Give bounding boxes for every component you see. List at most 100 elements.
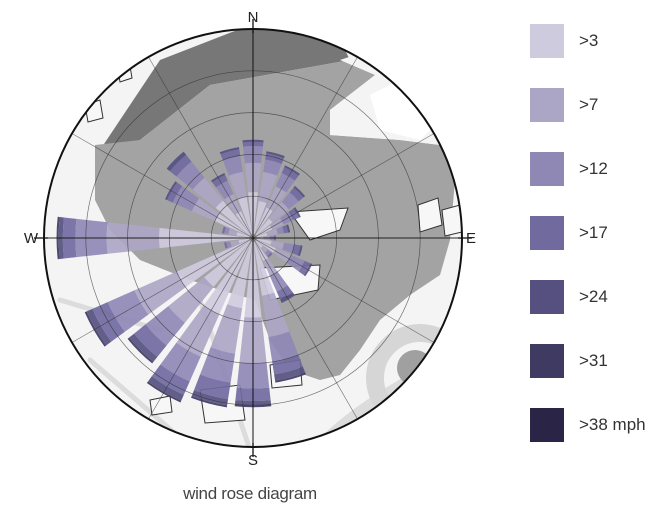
petal-segment — [224, 194, 242, 215]
petal-segment — [172, 186, 200, 212]
petal-segment — [264, 249, 271, 256]
petal-segment — [253, 200, 267, 235]
petal-segment — [266, 186, 287, 212]
petal-segment — [145, 306, 185, 346]
petal-segment — [168, 277, 214, 323]
map-building — [149, 395, 173, 416]
petal-segment — [274, 366, 306, 381]
petal-segment — [275, 172, 295, 193]
legend-swatch — [530, 152, 564, 186]
grid-spoke — [148, 237, 254, 420]
petal-segment — [127, 337, 154, 364]
petal-segment — [270, 240, 284, 250]
petal-segment — [176, 239, 250, 288]
petal-segment — [255, 218, 273, 236]
map-building — [397, 350, 433, 386]
legend-label: >38 mph — [579, 415, 646, 434]
grid-spoke — [252, 237, 358, 420]
legend-swatch — [530, 344, 564, 378]
legend-item: >24 — [530, 280, 653, 314]
petal-segment — [219, 147, 240, 155]
petal-segment — [151, 364, 190, 395]
petal-segment — [129, 333, 158, 362]
map-building — [441, 204, 462, 237]
compass-label-e: E — [466, 230, 476, 247]
petal-segment — [258, 171, 278, 203]
petal-segment — [134, 324, 167, 357]
petal-segment — [276, 226, 284, 235]
petal-segment — [222, 155, 243, 176]
petal-segment — [263, 159, 282, 176]
petal-segment — [286, 254, 305, 272]
grid-spoke — [148, 56, 254, 239]
petal-segment — [215, 180, 234, 200]
grid-spoke — [71, 133, 254, 239]
petal-segment — [237, 196, 253, 235]
petal-segment — [289, 187, 304, 202]
petal-segment — [261, 292, 290, 338]
petal-segment — [194, 374, 231, 400]
legend-item: >3 — [530, 24, 653, 58]
petal-segment — [268, 202, 289, 223]
petal-segment — [256, 232, 268, 238]
petal-segment — [200, 347, 236, 383]
map-clearing — [370, 80, 440, 140]
petal-segment — [166, 151, 187, 172]
petal-segment — [297, 245, 303, 257]
petal-segment — [293, 185, 306, 198]
petal-segment — [236, 231, 250, 238]
legend-item: >17 — [530, 216, 653, 250]
petal-segment — [228, 228, 238, 236]
legend-swatch — [530, 24, 564, 58]
petal-segment — [169, 154, 192, 177]
map-dark-area — [100, 29, 350, 150]
chart-caption: wind rose diagram — [183, 484, 317, 503]
petal-segment — [266, 228, 278, 236]
legend-label: >31 — [579, 351, 608, 370]
petal-segment — [281, 192, 299, 210]
petal-segment — [286, 224, 291, 233]
legend-item: >38 mph — [530, 408, 653, 442]
compass-label-w: W — [24, 230, 39, 247]
petal-segment — [107, 290, 149, 332]
grid-spoke — [252, 237, 435, 343]
petal-segment — [267, 252, 273, 258]
petal-segment — [256, 238, 272, 245]
petal-segment — [273, 248, 292, 263]
petal-segment — [191, 198, 220, 222]
petal-segment — [227, 241, 253, 309]
petal-segment — [238, 238, 250, 244]
petal-segment — [215, 200, 251, 236]
petal-segment — [230, 240, 240, 247]
compass-label-n: N — [248, 9, 259, 26]
petal-segment — [222, 226, 226, 234]
legend-item: >31 — [530, 344, 653, 378]
petal-segment — [260, 245, 268, 253]
grid-spoke — [252, 56, 358, 239]
petal-segment — [224, 227, 230, 235]
petal-segment — [282, 242, 295, 254]
legend-label: >12 — [579, 159, 608, 178]
petal-segment — [220, 149, 241, 161]
petal-segment — [275, 372, 306, 383]
petal-segment — [255, 240, 263, 248]
petal-segment — [214, 213, 250, 237]
petal-segment — [266, 151, 285, 159]
legend-swatch — [530, 408, 564, 442]
petal-segment — [176, 305, 220, 357]
legend-label: >24 — [579, 287, 608, 306]
petal-segment — [268, 331, 299, 362]
legend-label: >3 — [579, 31, 599, 50]
compass-label-s: S — [248, 452, 258, 469]
petal-segment — [272, 354, 303, 375]
legend-label: >7 — [579, 95, 599, 114]
petal-segment — [210, 304, 243, 354]
grid-spoke — [252, 133, 435, 239]
legend-swatch — [530, 280, 564, 314]
legend-label: >17 — [579, 223, 608, 242]
grid-spoke — [71, 237, 254, 343]
petal-segment — [253, 241, 275, 296]
petal-segment — [192, 177, 223, 208]
outer-ticks — [34, 19, 472, 457]
